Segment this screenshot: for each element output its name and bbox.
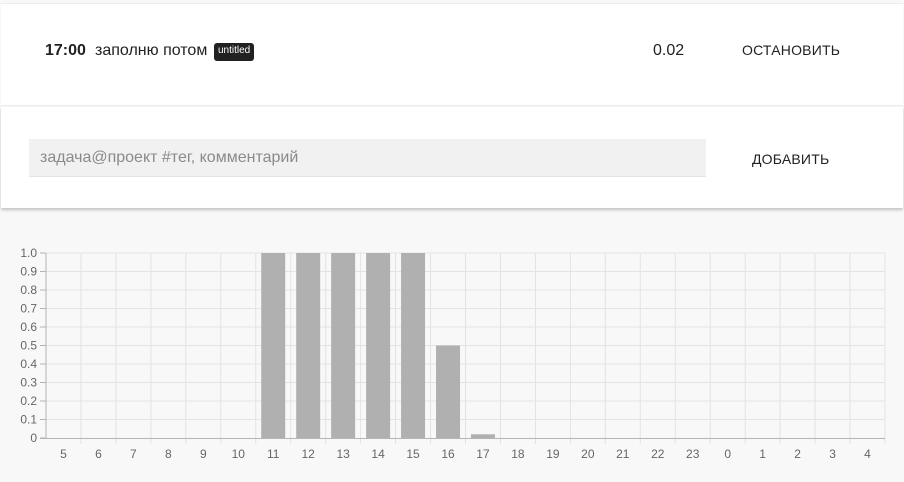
bar-hour-16 — [436, 345, 461, 438]
chart-axes — [40, 252, 885, 439]
bar-hour-13 — [331, 253, 356, 438]
x-tick-label: 21 — [616, 447, 630, 461]
bar-hour-12 — [296, 253, 321, 438]
entry-duration: 0.02 — [653, 42, 685, 59]
x-tick-label: 13 — [336, 447, 350, 461]
bar-hour-17 — [470, 434, 495, 438]
y-tick-label: 0 — [30, 431, 37, 445]
x-tick-label: 11 — [267, 447, 280, 461]
x-tick-labels: 5 6 7 8 9 10 11 12 13 14 15 16 17 18 19 20 21 22 23 0 1 2 3 4 — [60, 447, 871, 461]
add-button[interactable]: ДОБАВИТЬ — [752, 151, 830, 167]
y-tick-label: 1.0 — [20, 246, 37, 260]
y-tick-label: 0.7 — [20, 302, 37, 316]
x-tick-label: 10 — [232, 447, 246, 461]
chart-grid — [40, 252, 886, 444]
y-tick-label: 0.1 — [20, 413, 37, 427]
x-tick-label: 16 — [441, 447, 455, 461]
x-tick-label: 12 — [302, 447, 316, 461]
x-tick-label: 6 — [95, 447, 102, 461]
x-tick-label: 0 — [724, 447, 731, 461]
y-tick-label: 0.8 — [20, 283, 37, 297]
x-tick-label: 4 — [864, 447, 871, 461]
x-tick-label: 20 — [581, 447, 595, 461]
y-tick-label: 0.9 — [20, 265, 37, 279]
chart-bars — [261, 253, 495, 438]
y-tick-labels: 0 0.1 0.2 0.3 0.4 0.5 0.6 0.7 0.8 0.9 1.0 — [20, 246, 37, 445]
x-tick-label: 14 — [371, 447, 385, 461]
current-entry-card: 17:00 заполню потом untitled 0.02 ОСТАНО… — [1, 3, 903, 106]
y-tick-label: 0.6 — [20, 320, 37, 334]
x-tick-label: 7 — [130, 447, 137, 461]
entry-start-time: 17:00 — [45, 42, 86, 59]
bar-hour-14 — [366, 253, 391, 438]
x-tick-label: 8 — [165, 447, 172, 461]
task-input[interactable] — [29, 139, 706, 177]
bar-hour-15 — [401, 253, 426, 438]
x-tick-label: 17 — [476, 447, 490, 461]
y-tick-label: 0.2 — [20, 394, 37, 408]
y-tick-label: 0.4 — [20, 357, 37, 371]
bar-hour-11 — [261, 253, 286, 438]
x-tick-label: 23 — [686, 447, 700, 461]
hourly-bar-chart: 00.10.20.30.40.50.60.70.80.91.0 5 6 7 8 9 10 1… — [20, 246, 886, 461]
entry-task-name: заполню потом — [95, 42, 208, 59]
stop-button[interactable]: ОСТАНОВИТЬ — [742, 42, 841, 58]
x-tick-label: 22 — [651, 447, 665, 461]
x-tick-label: 1 — [759, 447, 766, 461]
x-tick-label: 15 — [406, 447, 420, 461]
x-tick-label: 5 — [60, 447, 67, 461]
x-tick-label: 19 — [546, 447, 560, 461]
x-tick-label: 2 — [794, 447, 801, 461]
add-entry-card: ДОБАВИТЬ — [1, 107, 903, 208]
y-tick-label: 0.5 — [20, 339, 37, 353]
x-tick-label: 3 — [829, 447, 836, 461]
y-tick-label: 0.3 — [20, 376, 37, 390]
x-tick-label: 9 — [200, 447, 207, 461]
x-tick-label: 18 — [511, 447, 525, 461]
entry-tag-badge: untitled — [214, 43, 255, 61]
